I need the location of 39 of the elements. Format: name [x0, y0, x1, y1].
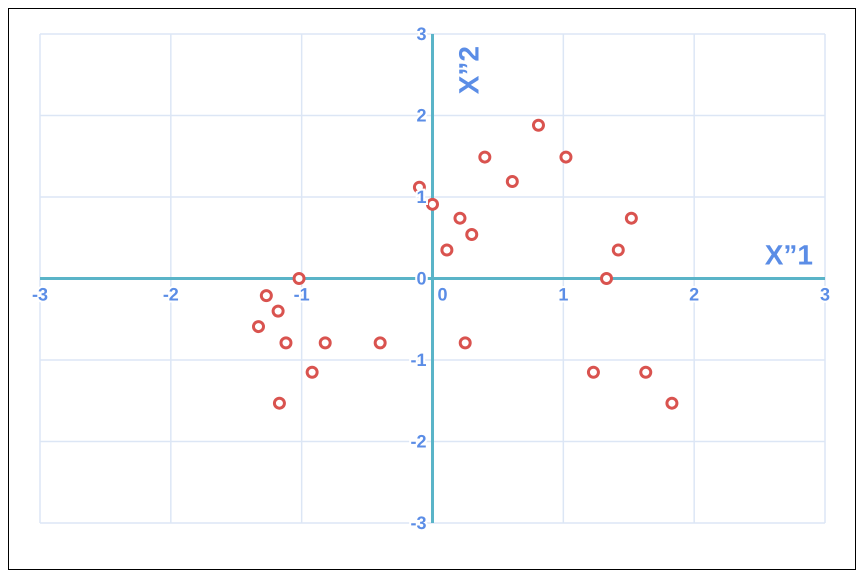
point [260, 289, 273, 302]
y-tick-label: 1 [416, 187, 426, 207]
point [458, 336, 472, 350]
x-tick-label: -1 [294, 284, 310, 304]
point [559, 150, 572, 164]
point [374, 336, 387, 350]
y-tick-label: -2 [410, 432, 426, 452]
point [440, 243, 454, 256]
point [272, 396, 286, 410]
point [272, 304, 285, 318]
x-tick-label: -2 [162, 284, 179, 304]
point [600, 272, 614, 285]
x-tick-label: 1 [558, 284, 568, 304]
point [292, 272, 306, 285]
point [624, 212, 638, 225]
point [586, 366, 600, 379]
point [279, 336, 292, 350]
x-tick-label: 2 [689, 284, 700, 304]
point [306, 366, 319, 379]
point [639, 366, 652, 379]
point [465, 228, 478, 241]
x-tick-label: 0 [437, 284, 448, 304]
point [612, 243, 625, 256]
x-tick-label: -3 [32, 284, 48, 304]
x-axis-title: X”1 [764, 240, 813, 270]
y-axis-title: X”2 [454, 46, 484, 94]
x-tick-label: 3 [820, 284, 830, 304]
point [665, 396, 678, 410]
y-tick-label: -3 [410, 513, 426, 533]
point [426, 198, 439, 211]
point [506, 175, 519, 188]
point [453, 212, 466, 225]
y-tick-label: 3 [416, 24, 426, 44]
point [318, 336, 332, 350]
y-tick-label: 2 [416, 106, 426, 126]
y-tick-label: -1 [410, 350, 426, 370]
point [478, 150, 492, 164]
point [252, 320, 265, 334]
point [532, 118, 545, 132]
